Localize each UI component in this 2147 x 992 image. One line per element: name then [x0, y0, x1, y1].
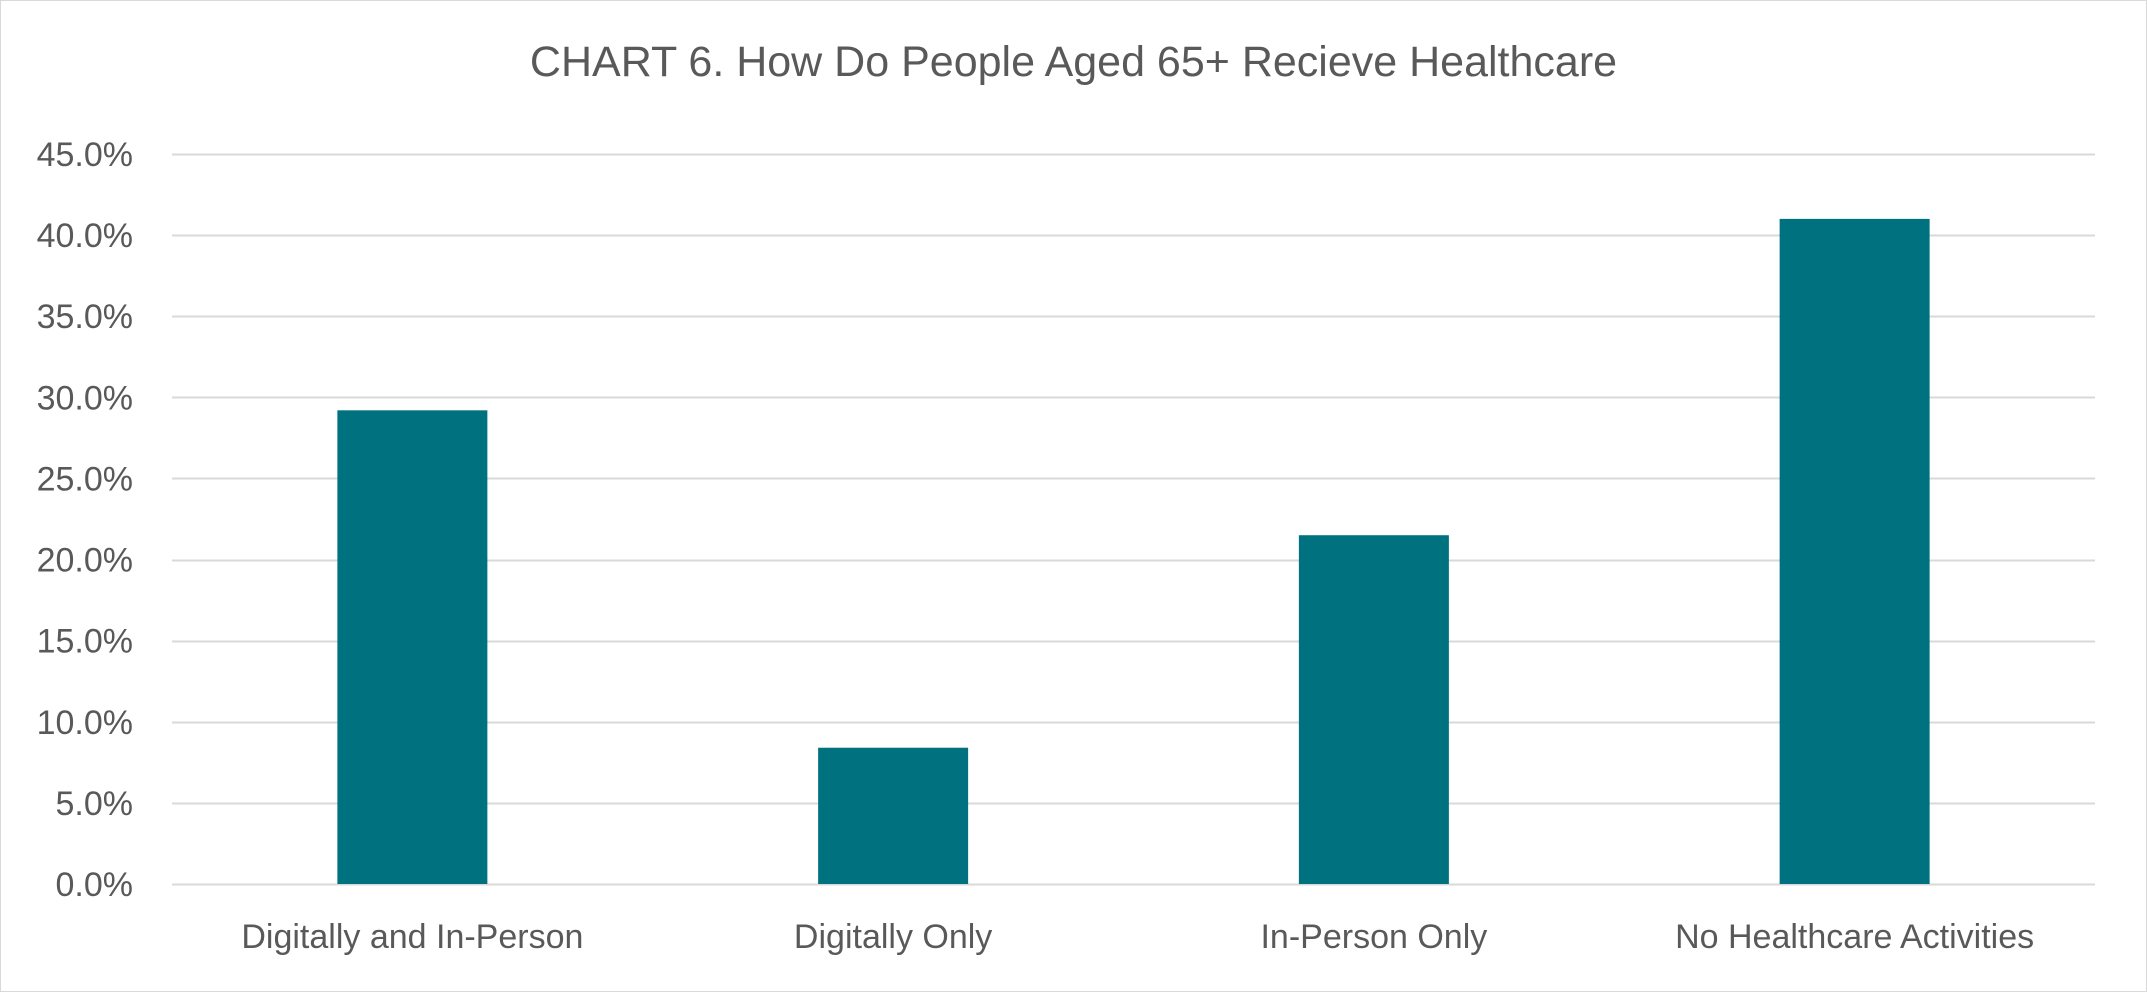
x-category-label: In-Person Only [1260, 918, 1487, 956]
x-axis-category-labels: Digitally and In-Person Digitally Only In-… [241, 918, 2034, 956]
y-tick-label: 10.0% [37, 704, 133, 742]
chart-title: CHART 6. How Do People Aged 65+ Recieve … [529, 38, 1618, 86]
bar [1779, 218, 1930, 884]
x-category-label: Digitally and In-Person [241, 918, 583, 956]
bars [337, 218, 1930, 884]
y-tick-label: 40.0% [37, 217, 133, 255]
y-tick-label: 5.0% [56, 785, 134, 823]
y-tick-label: 35.0% [37, 298, 133, 336]
bar [818, 747, 969, 884]
x-category-label: Digitally Only [794, 918, 992, 956]
y-axis-tick-labels: 0.0% 5.0% 10.0% 15.0% 20.0% 25.0% 30.0% 35.0% 40… [37, 136, 133, 904]
bar [337, 410, 488, 884]
bar [1298, 535, 1449, 884]
gridlines [172, 153, 2095, 886]
y-tick-label: 30.0% [37, 379, 133, 417]
y-tick-label: 20.0% [37, 542, 133, 580]
y-tick-label: 45.0% [37, 136, 133, 174]
x-category-label: No Healthcare Activities [1675, 918, 2034, 956]
y-tick-label: 25.0% [37, 460, 133, 498]
y-tick-label: 0.0% [56, 866, 134, 904]
y-tick-label: 15.0% [37, 623, 133, 661]
